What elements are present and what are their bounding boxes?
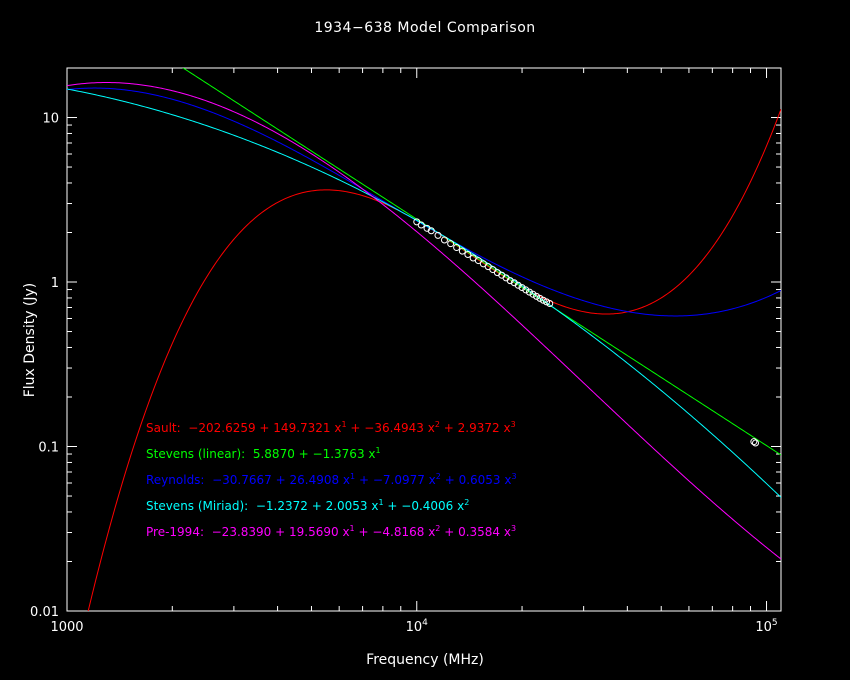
data-point xyxy=(525,288,533,296)
y-tick-label: 0.01 xyxy=(30,605,59,620)
data-point xyxy=(539,296,547,304)
measured-points xyxy=(413,218,759,447)
data-point xyxy=(506,277,514,285)
data-point xyxy=(522,286,530,294)
y-tick-label: 1 xyxy=(51,276,59,291)
data-point xyxy=(533,292,541,300)
data-point xyxy=(434,231,442,239)
chart-title: 1934−638 Model Comparison xyxy=(314,20,536,36)
data-point xyxy=(474,257,482,265)
legend-pre-1994: Pre-1994: −23.8390 + 19.5690 x1 + −4.816… xyxy=(146,524,517,539)
curve-reynolds xyxy=(67,87,781,317)
data-point xyxy=(458,247,466,255)
data-point xyxy=(529,290,537,298)
y-tick-label: 10 xyxy=(42,112,59,127)
data-point xyxy=(453,244,461,252)
data-point xyxy=(447,240,455,248)
x-tick-label: 1000 xyxy=(50,620,83,635)
legend-stevens-miriad-: Stevens (Miriad): −1.2372 + 2.0053 x1 + … xyxy=(146,498,470,513)
data-point xyxy=(440,236,448,244)
axis-ticks: 1000 104 105 0.01 0.1 1 10 xyxy=(30,67,781,635)
data-point xyxy=(750,438,758,446)
plot-frame xyxy=(66,67,782,612)
curve-pre-1994 xyxy=(67,82,781,560)
data-point xyxy=(751,439,759,447)
data-point xyxy=(546,300,554,308)
data-point xyxy=(417,221,425,229)
y-tick-label: 0.1 xyxy=(38,441,59,456)
data-point xyxy=(427,227,435,235)
x-axis-label: Frequency (MHz) xyxy=(366,652,484,668)
legend-sault: Sault: −202.6259 + 149.7321 x1 + −36.494… xyxy=(146,420,516,435)
x-tick-label: 105 xyxy=(755,618,777,635)
y-axis-label: Flux Density (Jy) xyxy=(22,282,38,398)
curve-stevens-miriad- xyxy=(67,88,781,498)
legend-reynolds: Reynolds: −30.7667 + 26.4908 x1 + −7.097… xyxy=(146,472,517,487)
data-point xyxy=(514,281,522,289)
legend-stevens-linear-: Stevens (linear): 5.8870 + −1.3763 x1 xyxy=(146,446,381,461)
curve-sault xyxy=(87,109,781,611)
model-curves xyxy=(67,68,781,611)
x-tick-label: 104 xyxy=(406,618,429,635)
data-point xyxy=(536,294,544,302)
data-point xyxy=(518,284,526,292)
data-point xyxy=(464,250,472,258)
